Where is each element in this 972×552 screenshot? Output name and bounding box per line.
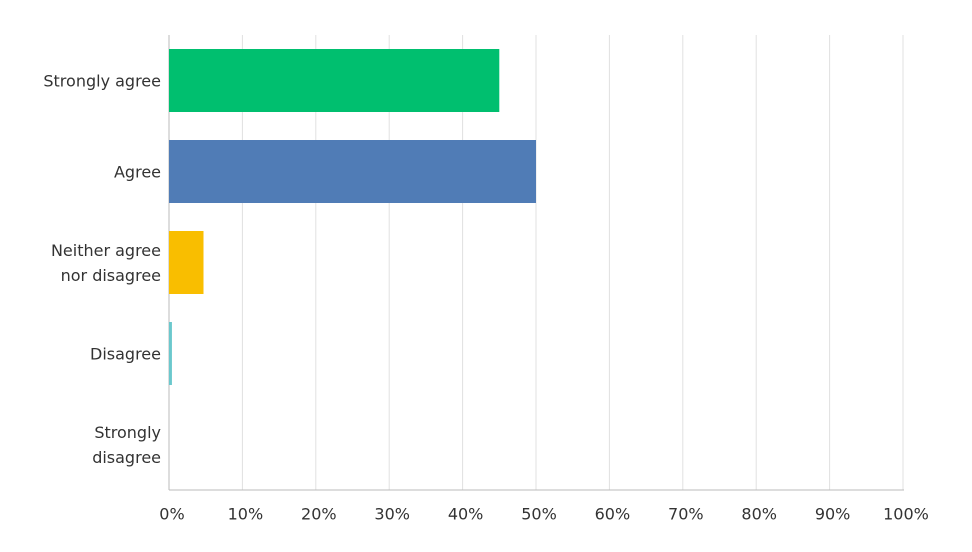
category-label: Disagree [90, 344, 161, 363]
x-tick-label: 80% [741, 505, 777, 524]
category-label: Strongly disagree [92, 422, 161, 467]
x-tick-label: 40% [448, 505, 484, 524]
category-label: Strongly agree [43, 71, 161, 90]
x-tick-label: 10% [228, 505, 264, 524]
x-tick-label: 0% [159, 505, 184, 524]
x-tick-label: 60% [595, 505, 631, 524]
category-label: Neither agree nor disagree [50, 240, 161, 285]
bar [169, 231, 204, 294]
bar [169, 49, 500, 112]
x-tick-label: 100% [883, 505, 929, 524]
category-label: Agree [113, 162, 161, 181]
bar [169, 140, 536, 203]
x-tick-label: 70% [668, 505, 704, 524]
x-tick-label: 50% [521, 505, 557, 524]
x-tick-label: 30% [374, 505, 410, 524]
bar [169, 322, 172, 385]
x-tick-label: 20% [301, 505, 337, 524]
x-tick-label: 90% [815, 505, 851, 524]
